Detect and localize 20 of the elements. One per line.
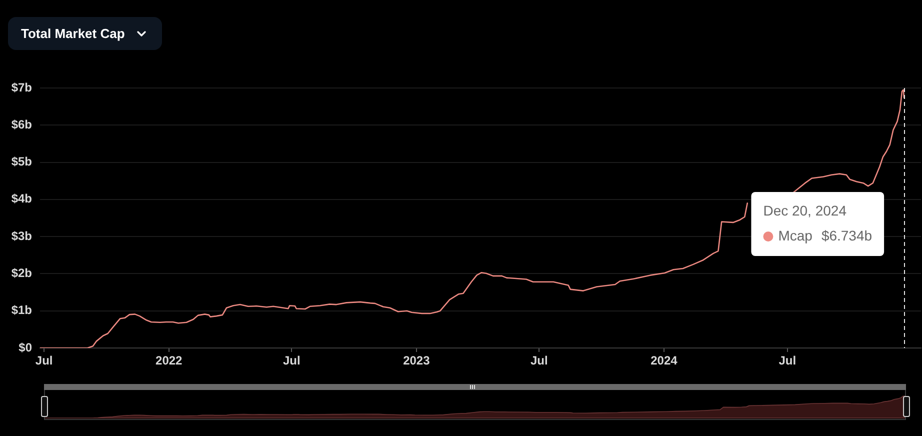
y-tick-label: $5b xyxy=(11,154,32,169)
x-tick-label: Jul xyxy=(778,354,796,368)
y-tick-label: $2b xyxy=(11,266,32,280)
y-tick-label: $0 xyxy=(18,340,32,354)
y-tick-label: $4b xyxy=(11,192,32,206)
y-tick-label: $6b xyxy=(11,117,32,132)
dropdown-button[interactable]: Total Market Cap xyxy=(8,17,162,50)
x-tick-label: 2024 xyxy=(650,354,678,368)
x-tick-label: Jul xyxy=(282,354,300,368)
y-tick-label: $7b xyxy=(11,80,32,94)
annotation: $6.734b xyxy=(821,227,872,244)
annotation: Dec 20, 2024 xyxy=(763,202,847,218)
chart-title: Total Market Cap xyxy=(21,26,125,41)
x-tick-label: 2022 xyxy=(156,354,183,368)
x-tick-label: Jul xyxy=(530,354,548,368)
y-tick-label: $1b xyxy=(11,303,32,318)
legend-label: Mcap xyxy=(778,227,813,244)
y-tick-label: $3b xyxy=(11,228,32,243)
x-tick-label: Jul xyxy=(35,354,53,368)
x-tick-label: 2023 xyxy=(403,354,430,368)
